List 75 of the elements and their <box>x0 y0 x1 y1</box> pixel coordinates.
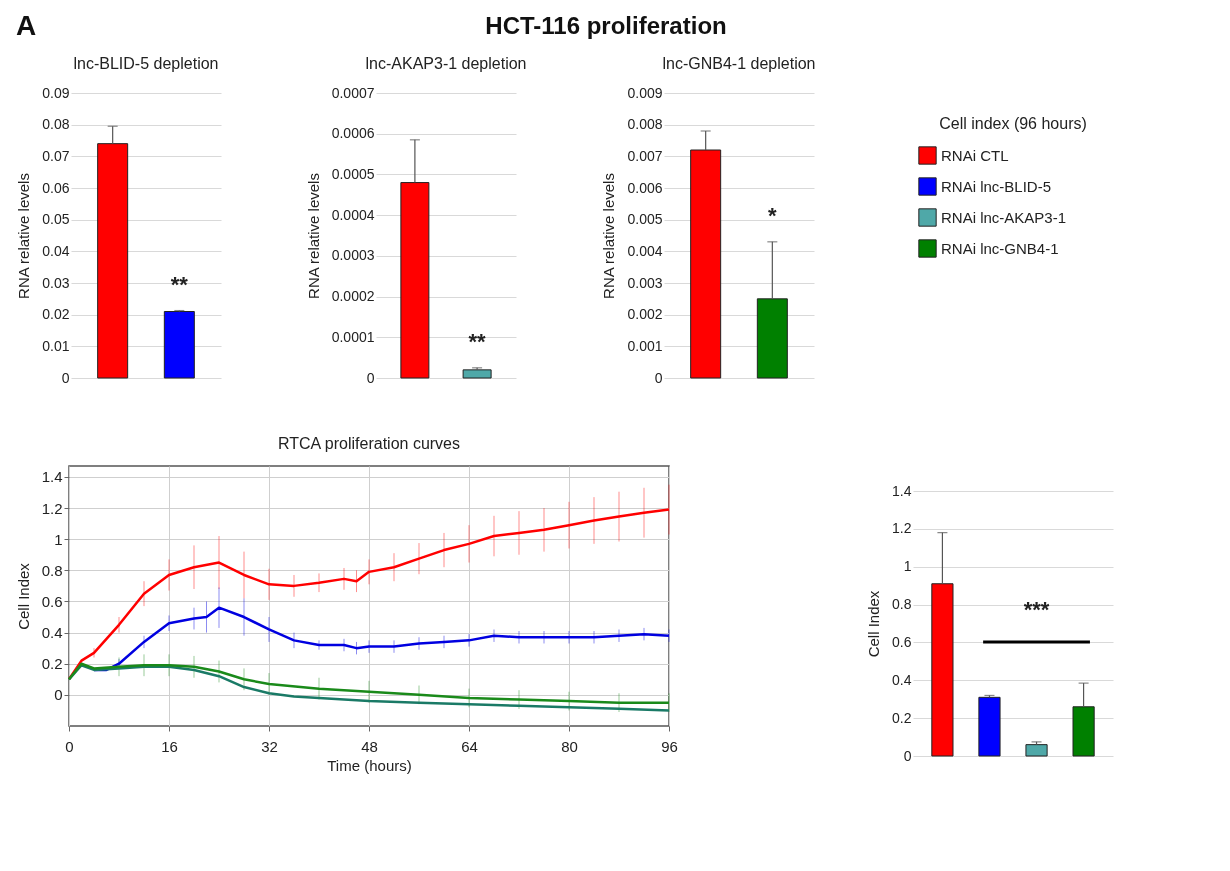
y-tick-label: 0.0001 <box>331 328 375 345</box>
y-tick-label: 1 <box>903 558 912 575</box>
bar <box>978 696 1001 757</box>
y-tick-label: 0.009 <box>627 84 663 101</box>
y-tick-label: 0.005 <box>627 211 663 228</box>
y-axis-title: RNA relative levels <box>304 173 322 299</box>
y-tick-label: 0.0004 <box>331 206 375 223</box>
text: HCT-116 proliferation <box>485 12 727 39</box>
x-tick-label: 80 <box>561 737 578 755</box>
annotation: ** <box>170 271 189 297</box>
x-axis-title: Time (hours) <box>327 756 412 774</box>
y-tick-label: 0.01 <box>42 337 70 354</box>
y-tick-label: 1 <box>54 530 63 548</box>
line-series <box>67 662 671 704</box>
y-tick-label: 0.6 <box>892 633 912 650</box>
annotation: ** <box>468 328 487 354</box>
y-tick-label: 0.2 <box>892 709 912 726</box>
x-tick-label: 64 <box>461 737 478 755</box>
y-tick-label: 0.0007 <box>331 84 375 101</box>
y-tick-label: 0.4 <box>892 671 912 688</box>
y-tick-label: 0.002 <box>627 306 663 323</box>
bar <box>931 583 954 757</box>
y-tick-label: 0 <box>61 369 70 386</box>
y-tick-label: 0.007 <box>627 147 663 164</box>
y-axis-title: RNA relative levels <box>600 173 618 299</box>
y-tick-label: 0.0005 <box>331 165 375 182</box>
x-tick-label: 48 <box>361 737 378 755</box>
y-tick-label: 0.003 <box>627 274 663 291</box>
y-tick-label: 0.6 <box>41 592 63 610</box>
chart-title: Cell index (96 hours) <box>939 115 1087 132</box>
x-tick-label: 16 <box>161 737 178 755</box>
y-tick-label: 1.2 <box>892 520 912 537</box>
y-axis-title: Cell Index <box>14 562 32 630</box>
y-tick-label: 0.0006 <box>331 125 375 142</box>
chart-title: RTCA proliferation curves <box>278 435 460 452</box>
y-tick-label: 0 <box>654 369 663 386</box>
annotation: * <box>768 202 778 228</box>
legend-label: RNAi lnc-GNB4-1 <box>941 239 1059 257</box>
y-tick-label: 0.07 <box>42 147 70 164</box>
y-tick-label: 0.2 <box>41 655 63 673</box>
annotation: *** <box>1023 597 1050 623</box>
y-tick-label: 0.04 <box>42 242 70 259</box>
y-tick-label: 0 <box>54 686 63 704</box>
y-tick-label: 0.8 <box>41 561 63 579</box>
chart-title: lnc-AKAP3-1 depletion <box>365 55 527 72</box>
y-tick-label: 0.0003 <box>331 247 375 264</box>
y-tick-label: 0.06 <box>42 179 70 196</box>
text: A <box>16 10 37 41</box>
bar <box>1072 706 1095 757</box>
x-tick-label: 32 <box>261 737 278 755</box>
y-tick-label: 0.0002 <box>331 288 375 305</box>
y-tick-label: 0.05 <box>42 211 70 228</box>
x-tick-label: 96 <box>661 737 678 755</box>
bar <box>1025 744 1048 757</box>
y-tick-label: 0.004 <box>627 242 663 259</box>
y-tick-label: 1.2 <box>41 499 63 517</box>
y-tick-label: 0.008 <box>627 116 663 133</box>
y-tick-label: 0.001 <box>627 337 663 354</box>
legend-label: RNAi lnc-BLID-5 <box>941 177 1052 195</box>
y-tick-label: 1.4 <box>41 468 63 486</box>
y-tick-label: 0.02 <box>42 306 70 323</box>
y-tick-label: 1.4 <box>892 482 912 499</box>
legend-label: RNAi lnc-AKAP3-1 <box>941 208 1067 226</box>
y-tick-label: 0.03 <box>42 274 70 291</box>
y-axis-title: RNA relative levels <box>15 173 33 299</box>
y-tick-label: 0.4 <box>41 624 63 642</box>
y-tick-label: 0.006 <box>627 179 663 196</box>
y-tick-label: 0 <box>366 369 375 386</box>
legend-label: RNAi CTL <box>941 146 1009 164</box>
y-tick-label: 0.08 <box>42 116 70 133</box>
chart-title: lnc-BLID-5 depletion <box>73 55 219 72</box>
y-tick-label: 0.8 <box>892 596 912 613</box>
chart-title: lnc-GNB4-1 depletion <box>662 55 816 72</box>
y-tick-label: 0.09 <box>42 84 70 101</box>
y-axis-title: Cell Index <box>865 590 883 658</box>
